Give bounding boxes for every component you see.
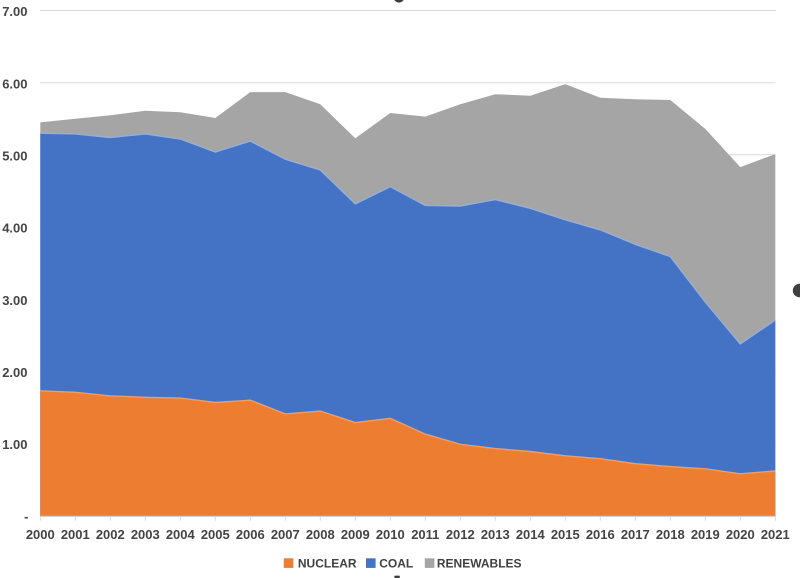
svg-text:2004: 2004: [166, 527, 196, 542]
svg-text:7.00: 7.00: [2, 4, 27, 19]
svg-text:2015: 2015: [551, 527, 580, 542]
svg-text:2021: 2021: [761, 527, 790, 542]
svg-text:2006: 2006: [236, 527, 265, 542]
svg-text:-: -: [24, 509, 28, 524]
svg-text:2020: 2020: [726, 527, 755, 542]
svg-text:2010: 2010: [376, 527, 405, 542]
svg-text:2011: 2011: [411, 527, 439, 542]
svg-text:RENEWABLES: RENEWABLES: [437, 557, 522, 571]
svg-text:2017: 2017: [621, 527, 650, 542]
svg-text:2008: 2008: [306, 527, 335, 542]
svg-text:2019: 2019: [691, 527, 720, 542]
svg-text:6.00: 6.00: [2, 76, 27, 91]
svg-text:2016: 2016: [586, 527, 615, 542]
svg-text:2001: 2001: [61, 527, 90, 542]
svg-text:3.00: 3.00: [2, 293, 27, 308]
svg-text:2003: 2003: [131, 527, 160, 542]
svg-text:2005: 2005: [201, 527, 230, 542]
svg-text:4.00: 4.00: [2, 221, 27, 236]
svg-text:2000: 2000: [26, 527, 55, 542]
svg-text:2002: 2002: [96, 527, 125, 542]
svg-text:2.00: 2.00: [2, 365, 27, 380]
svg-text:1.00: 1.00: [2, 437, 27, 452]
svg-text:2018: 2018: [656, 527, 685, 542]
svg-text:COAL: COAL: [379, 557, 413, 571]
svg-text:2014: 2014: [516, 527, 546, 542]
svg-text:2007: 2007: [271, 527, 300, 542]
svg-text:2009: 2009: [341, 527, 370, 542]
svg-text:2012: 2012: [446, 527, 475, 542]
svg-text:NUCLEAR: NUCLEAR: [298, 557, 357, 571]
svg-text:2013: 2013: [481, 527, 510, 542]
svg-text:5.00: 5.00: [2, 149, 27, 164]
